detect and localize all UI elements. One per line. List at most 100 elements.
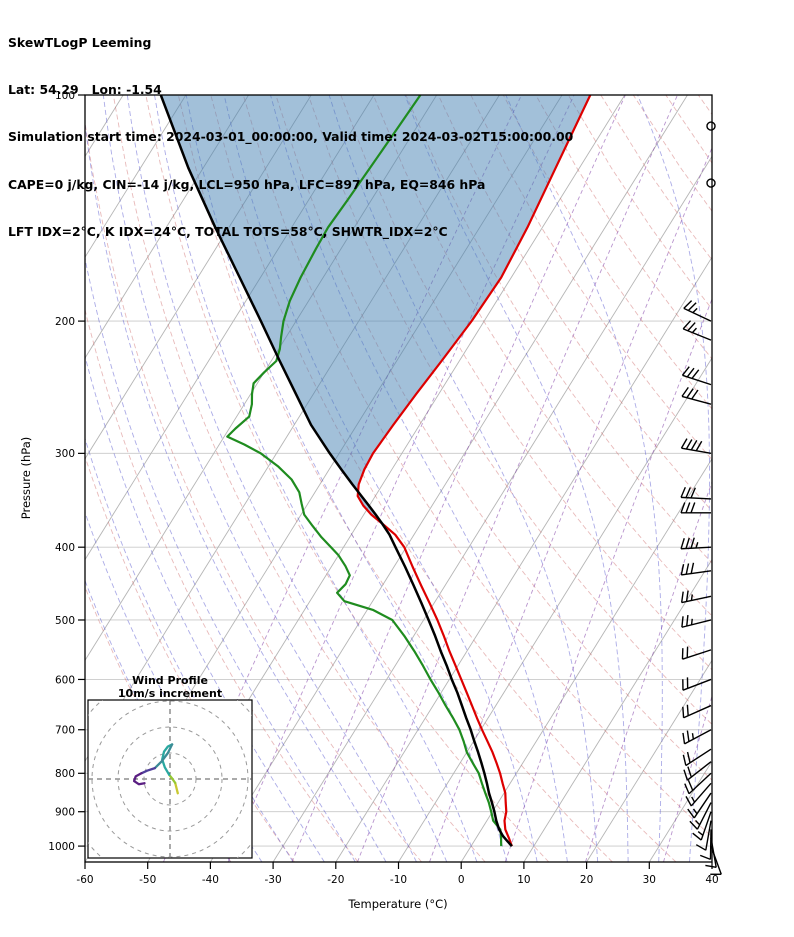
wind-barb [682,729,712,745]
x-tick-label: 10 [517,874,530,886]
y-tick-label: 600 [55,674,75,686]
dry-adiabat-line [697,95,712,116]
hodograph-inset [87,699,253,859]
dry-adiabat-line [85,455,295,862]
y-tick-label: 1000 [48,841,75,853]
moist-adiabat-line [328,95,599,862]
mixing-ratio-line [429,146,712,862]
wind-barb [682,320,712,341]
hodograph-trace-segment [168,773,177,785]
moist-adiabat-line [720,95,775,862]
y-tick-label: 200 [55,316,75,328]
x-tick-label: 30 [643,874,656,886]
hodograph-trace-segment [153,743,174,770]
isotherm-line [272,155,712,862]
wind-barb [680,562,712,576]
moist-adiabat-line [85,354,325,862]
isotherm-line [398,357,712,862]
hodograph-title: Wind Profile [132,674,208,687]
wind-barb [680,590,712,604]
moist-adiabat-line [85,256,356,862]
wind-barb [682,704,712,719]
isotherm-line [85,95,249,359]
x-tick-label: -40 [202,874,219,886]
wind-barb [684,772,712,795]
mixing-ratio-line [504,297,712,862]
wind-barb [683,300,712,322]
dewpoint-line [226,95,503,847]
wind-barb [687,792,712,819]
chart-indices-line2: LFT IDX=2°C, K IDX=24°C, TOTAL TOTS=58°C… [8,224,448,240]
sounding-profiles [159,95,592,847]
isotherm-line [648,760,712,862]
mixing-ratio-line [663,694,712,862]
wind-barb [681,646,712,660]
dry-adiabat-line [731,95,794,862]
wind-barb [706,121,716,131]
chart-header: SkewTLogP Leeming Lat: 54.29 Lon: -1.54 … [8,3,573,272]
x-tick-label: 40 [705,874,718,886]
wind-barb [681,615,712,628]
y-tick-label: 700 [55,725,75,737]
wind-barb [683,761,712,781]
wind-barb [706,178,716,188]
chart-times: Simulation start time: 2024-03-01_00:00:… [8,129,574,145]
moist-adiabat-line [404,95,629,862]
y-tick-label: 800 [55,768,75,780]
temperature-line [356,95,592,847]
moist-adiabat-line [85,579,231,862]
hodograph-ring [117,726,223,832]
x-tick-label: -10 [390,874,407,886]
mixing-ratio-line [291,95,626,862]
y-tick-label: 100 [55,90,75,102]
wind-barb [692,811,712,841]
dry-adiabat-line [112,95,486,862]
y-tick-label: 400 [55,542,75,554]
dry-adiabat-line [177,95,613,862]
moist-adiabat-line [270,95,568,862]
hodograph-trace-segment [161,743,174,776]
x-tick-label: 20 [580,874,593,886]
wind-barb [689,802,712,830]
moist-adiabat-line [85,120,387,862]
chart-latlon: Lat: 54.29 Lon: -1.54 [8,81,162,97]
wind-barb [682,677,712,691]
hodograph-ring [91,700,249,858]
moist-adiabat-line [85,437,294,862]
wind-barb [685,782,712,807]
dry-adiabat-line [372,95,712,617]
dry-adiabat-line [340,95,712,671]
hodograph-subtitle: 10m/s increment [118,687,222,700]
moist-adiabat-line [154,95,478,862]
moist-adiabat-line [126,95,448,862]
dry-adiabat-line [275,95,712,781]
wind-barb-column [680,121,722,875]
moist-adiabat-line [185,95,508,862]
cin-shading [160,95,591,524]
y-axis-label: Pressure (hPa) [19,437,33,520]
x-tick-label: -50 [139,874,156,886]
wind-barb [680,502,711,514]
moist-adiabat-line [637,95,710,862]
dry-adiabat-line [85,307,359,862]
hodograph-ring [143,752,197,806]
isotherm-line [586,659,712,862]
y-tick-label: 500 [55,615,75,627]
x-tick-label: 0 [458,874,465,886]
hodograph-trace-segment [140,766,157,775]
isotherm-line [85,95,187,259]
wind-barb [682,748,712,767]
dry-adiabat-line [307,95,712,725]
dry-adiabat-line [665,95,712,164]
moist-adiabat-line [751,95,794,862]
chart-title: SkewTLogP Leeming [8,34,152,50]
wind-barb [681,386,712,405]
isotherm-line [335,256,712,862]
dry-adiabat-line [632,95,712,212]
mixing-ratio-line [585,480,712,862]
isotherm-line [523,558,712,862]
moist-adiabat-line [85,511,263,862]
dry-adiabat-line [85,585,232,862]
